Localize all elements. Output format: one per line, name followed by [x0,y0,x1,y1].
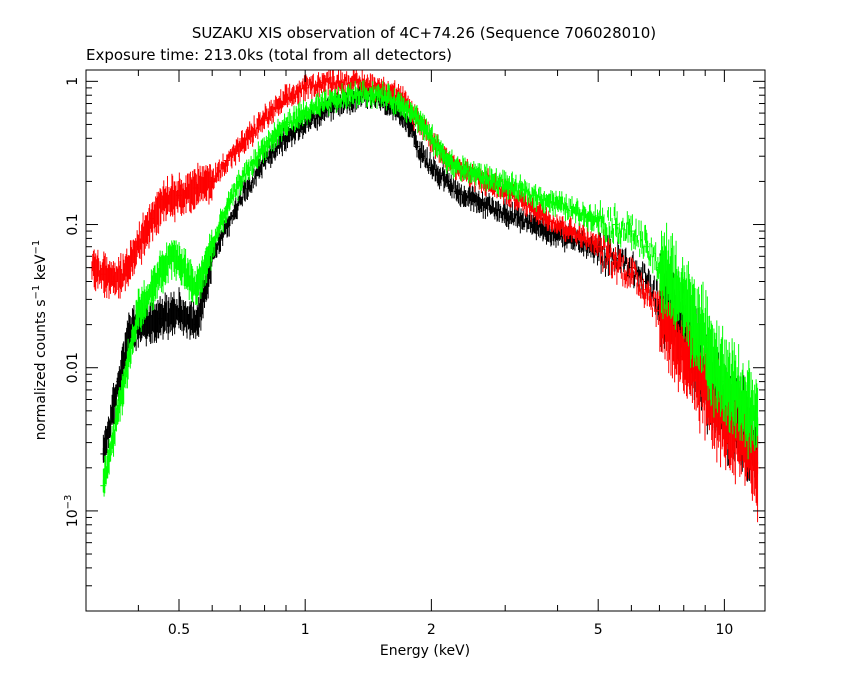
y-axis-label-main: normalized counts s [33,299,49,440]
x-tick-label: 0.5 [168,622,190,638]
y-axis-label-mid: keV [33,254,49,285]
x-tick-label: 10 [715,622,733,638]
x-axis-label: Energy (keV) [380,643,470,659]
x-tick-label: 2 [427,622,436,638]
y-axis-label-sup1: −1 [31,285,42,300]
data-layer [88,70,761,523]
y-tick-label: 10−3 [63,495,81,528]
y-tick-label: 0.1 [65,213,81,235]
chart-title: SUZAKU XIS observation of 4C+74.26 (Sequ… [192,24,656,42]
axis-layer: 0.5 1 2 5 10 1 0.1 0.01 10−3 [63,70,765,638]
y-axis-label: normalized counts s−1 keV−1 [31,240,49,441]
y-axis-label-sup2: −1 [31,240,42,255]
series-1 [88,70,761,523]
plot-frame [85,69,766,612]
x-tick-label: 5 [594,622,603,638]
chart-subtitle: Exposure time: 213.0ks (total from all d… [86,46,452,64]
y-tick-label: 0.01 [65,352,81,383]
series-2 [100,79,761,497]
x-tick-label: 1 [301,622,310,638]
y-tick-label: 1 [65,77,81,86]
